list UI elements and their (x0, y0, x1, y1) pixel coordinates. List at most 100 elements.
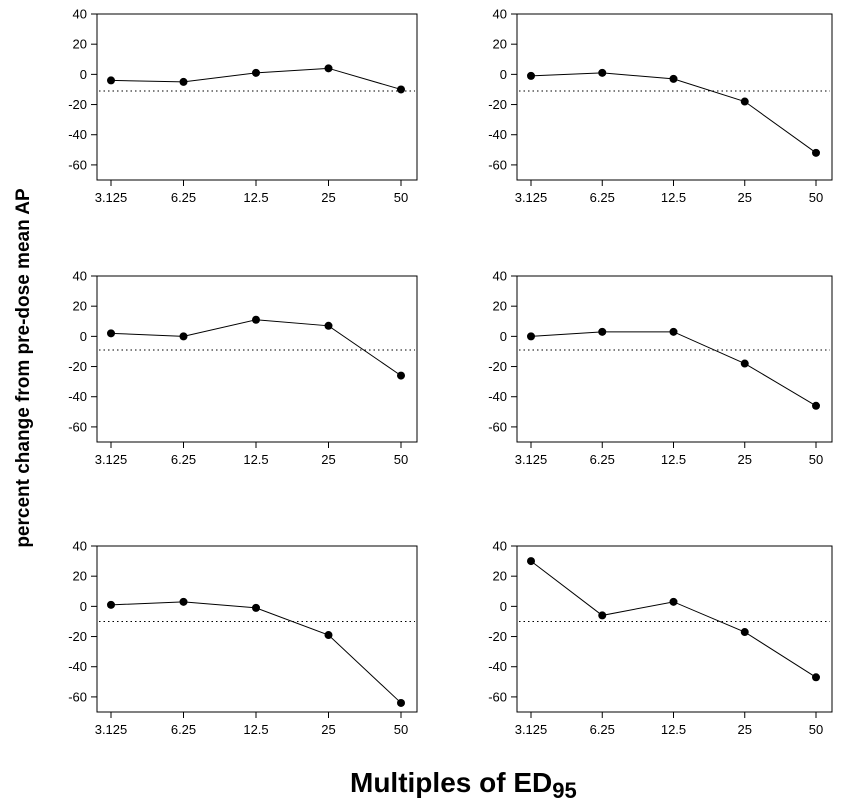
y-tick-label: 40 (73, 539, 87, 554)
y-tick-label: 20 (73, 37, 87, 52)
x-tick-label: 12.5 (661, 190, 686, 205)
series-line (530, 331, 817, 407)
plot-frame (96, 13, 418, 181)
x-tick-label: 25 (321, 190, 335, 205)
data-point (740, 628, 749, 637)
x-axis-label: Multiples of ED95 (350, 767, 577, 803)
data-point (669, 74, 678, 83)
plot-frame (96, 545, 418, 713)
y-tick-label: -20 (68, 629, 87, 644)
x-tick-label: 3.125 (515, 722, 548, 737)
panel-top-right: 40 20 0 -20 -40 -60 3.125 6.25 12.5 25 50 (488, 7, 833, 205)
data-point (598, 327, 607, 336)
data-point (527, 557, 535, 566)
data-point (107, 76, 115, 85)
series-line (530, 560, 817, 678)
y-tick-label: -60 (68, 157, 87, 172)
panel-bottom-left: 40 20 0 -20 -40 -60 3.125 6.25 12.5 25 50 (68, 539, 418, 737)
x-tick-label: 3.125 (515, 190, 548, 205)
x-tick-label: 12.5 (661, 452, 686, 467)
x-axis-label-main: Multiples of ED (350, 767, 552, 798)
data-point (324, 631, 333, 640)
x-tick-label: 25 (738, 190, 752, 205)
y-tick-label: 0 (80, 67, 87, 82)
y-tick-label: 0 (80, 329, 87, 344)
x-tick-label: 3.125 (95, 722, 128, 737)
x-axis-label-subscript: 95 (552, 778, 576, 803)
y-tick-label: 0 (500, 67, 507, 82)
y-tick-label: 40 (493, 269, 507, 284)
x-tick-label: 6.25 (590, 452, 615, 467)
x-tick-label: 3.125 (515, 452, 548, 467)
y-tick-label: 20 (493, 37, 507, 52)
panel-bottom-right: 40 20 0 -20 -40 -60 3.125 6.25 12.5 25 50 (488, 539, 833, 737)
data-point (812, 148, 820, 157)
y-tick-label: 0 (500, 599, 507, 614)
data-point (740, 97, 749, 106)
panels: 40 20 0 -20 -40 -60 3.125 6.25 12.5 25 50 40 20 0 -20 -… (68, 7, 833, 737)
data-point (598, 68, 607, 77)
y-tick-label: 0 (80, 599, 87, 614)
x-tick-label: 50 (394, 190, 408, 205)
data-point (324, 321, 333, 330)
data-point (107, 329, 115, 338)
y-tick-label: -20 (488, 97, 507, 112)
plot-frame (516, 13, 833, 181)
data-point (812, 401, 820, 410)
data-point (179, 332, 188, 341)
data-point (812, 673, 820, 682)
data-point (669, 327, 678, 336)
x-tick-label: 12.5 (661, 722, 686, 737)
data-point (107, 600, 115, 609)
y-tick-label: 40 (493, 539, 507, 554)
y-tick-label: 40 (493, 7, 507, 22)
y-tick-label: -60 (68, 689, 87, 704)
y-tick-label: -20 (488, 359, 507, 374)
y-tick-label: -40 (488, 389, 507, 404)
x-tick-label: 12.5 (243, 190, 268, 205)
plot-frame (516, 275, 833, 443)
x-tick-label: 6.25 (171, 452, 196, 467)
data-point (324, 64, 333, 73)
series-line (530, 72, 817, 154)
data-point (252, 68, 260, 77)
x-tick-label: 50 (394, 452, 408, 467)
x-tick-label: 6.25 (171, 722, 196, 737)
data-point (179, 77, 188, 86)
data-point (669, 597, 678, 606)
data-point (598, 611, 607, 620)
x-tick-label: 25 (321, 722, 335, 737)
data-point (527, 71, 535, 80)
y-tick-label: 20 (73, 569, 87, 584)
panel-top-left: 40 20 0 -20 -40 -60 3.125 6.25 12.5 25 50 (68, 7, 418, 205)
series-line (110, 601, 402, 704)
x-tick-label: 6.25 (590, 722, 615, 737)
panel-middle-right: 40 20 0 -20 -40 -60 3.125 6.25 12.5 25 50 (488, 269, 833, 467)
series-line (110, 319, 402, 377)
x-tick-label: 50 (809, 722, 823, 737)
y-tick-label: -60 (68, 419, 87, 434)
y-tick-label: 20 (493, 299, 507, 314)
y-axis-label: percent change from pre-dose mean AP (13, 188, 34, 548)
x-tick-label: 12.5 (243, 722, 268, 737)
data-point (179, 597, 188, 606)
x-tick-label: 6.25 (590, 190, 615, 205)
x-tick-label: 50 (809, 452, 823, 467)
x-tick-label: 50 (394, 722, 408, 737)
data-point (397, 698, 405, 707)
y-tick-label: -60 (488, 157, 507, 172)
data-point (527, 332, 535, 341)
x-tick-label: 6.25 (171, 190, 196, 205)
y-tick-label: -20 (488, 629, 507, 644)
y-tick-label: 20 (73, 299, 87, 314)
y-tick-label: -60 (488, 419, 507, 434)
y-tick-label: -40 (488, 127, 507, 142)
data-point (252, 603, 260, 612)
y-tick-label: -40 (68, 127, 87, 142)
data-point (397, 85, 405, 94)
y-tick-label: -20 (68, 97, 87, 112)
y-tick-label: 20 (493, 569, 507, 584)
x-tick-label: 25 (738, 452, 752, 467)
y-tick-label: 40 (73, 269, 87, 284)
